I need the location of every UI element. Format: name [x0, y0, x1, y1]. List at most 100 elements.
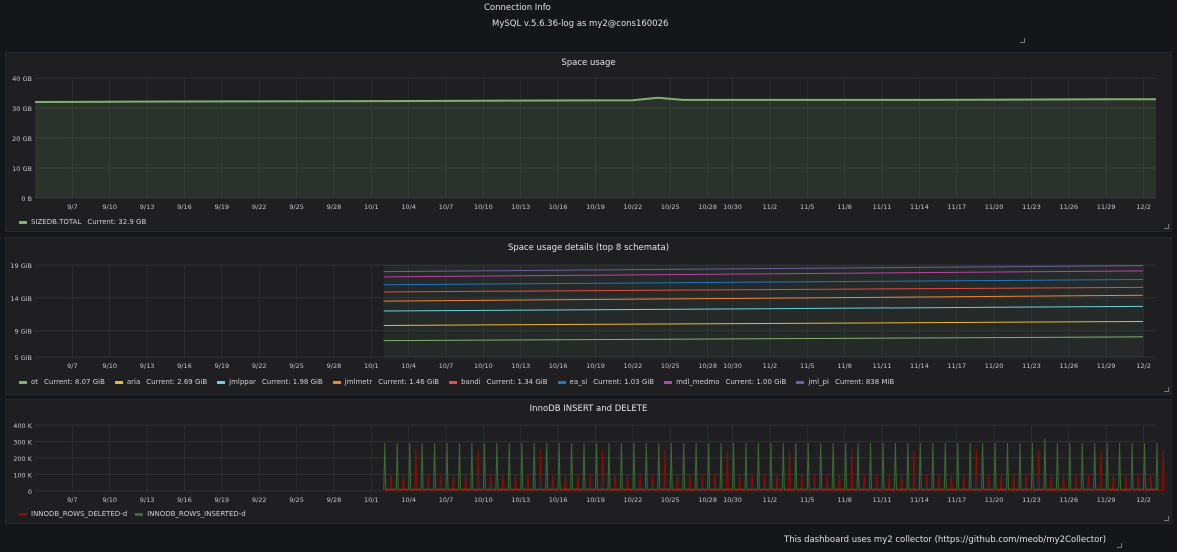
- y-tick-label: 300 K: [13, 439, 32, 447]
- legend-current-value: Current: 1.03 GiB: [593, 378, 655, 386]
- x-tick-label: 10/10: [474, 203, 493, 211]
- x-tick-label: 9/25: [289, 496, 304, 504]
- x-tick-label: 9/22: [252, 362, 267, 370]
- x-tick-label: 11/14: [910, 496, 929, 504]
- x-tick-label: 11/5: [800, 362, 815, 370]
- x-tick-label: 10/16: [549, 362, 568, 370]
- x-tick-label: 10/10: [474, 496, 493, 504]
- resize-handle[interactable]: [1164, 516, 1169, 521]
- x-tick-label: 9/7: [67, 362, 77, 370]
- innodb-chart: 0 100 K 200 K 300 K 400 K 9/7 9/10 9/13 9/16 9/19…: [13, 422, 1165, 504]
- legend-item[interactable]: mdl_medmo Current: 1.00 GiB: [664, 378, 786, 386]
- legend-series-name: jmlmetr: [344, 378, 373, 386]
- panel-title[interactable]: Space usage details (top 8 schemata): [507, 243, 670, 253]
- legend-series-name: bandi: [461, 378, 481, 386]
- x-tick-label: 10/16: [549, 203, 568, 211]
- legend-item[interactable]: INNODB_ROWS_INSERTED-d: [135, 510, 246, 518]
- legend-item[interactable]: jmlmetr Current: 1.46 GiB: [332, 378, 439, 386]
- x-tick-label: 11/29: [1097, 203, 1116, 211]
- x-tick-label: 11/2: [763, 203, 778, 211]
- legend-item[interactable]: INNODB_ROWS_DELETED-d: [19, 510, 127, 518]
- x-tick-label: 11/11: [873, 496, 892, 504]
- x-tick-label: 11/11: [873, 362, 892, 370]
- legend-series-name: ot: [31, 378, 39, 386]
- x-tick-label: 11/5: [800, 496, 815, 504]
- legend-current-value: Current: 2.69 GiB: [146, 378, 208, 386]
- x-tick-label: 9/22: [252, 496, 267, 504]
- x-tick-label: 10/7: [439, 496, 454, 504]
- panel-title[interactable]: InnoDB INSERT and DELETE: [529, 404, 648, 414]
- legend-series-name: INNODB_ROWS_DELETED-d: [31, 510, 128, 518]
- x-tick-label: 10/13: [511, 362, 530, 370]
- legend-item[interactable]: jml_pi Current: 838 MiB: [796, 378, 894, 386]
- x-tick-label: 9/16: [177, 203, 192, 211]
- legend-swatch: [796, 380, 805, 384]
- y-tick-label: 0: [28, 488, 32, 496]
- legend-current-value: Current: 1.34 GiB: [486, 378, 548, 386]
- space-details-panel: Space usage details (top 8 schemata) 5 G…: [5, 237, 1172, 395]
- x-tick-label: 11/8: [837, 362, 852, 370]
- x-tick-label: 9/19: [215, 203, 230, 211]
- x-tick-label: 10/28: [698, 496, 717, 504]
- legend-swatch: [664, 380, 673, 384]
- resize-handle[interactable]: [1020, 38, 1025, 43]
- x-tick-label: 10/4: [401, 496, 416, 504]
- x-tick-label: 9/28: [327, 496, 342, 504]
- y-tick-label: 30 GB: [12, 105, 32, 113]
- connection-info-value: MySQL v.5.6.36-log as my2@cons160026: [492, 19, 669, 29]
- series-area-sizedb-total: [35, 97, 1156, 198]
- legend-item[interactable]: jmlppar Current: 1.98 GiB: [217, 378, 323, 386]
- legend-series-name: jml_pi: [808, 378, 829, 386]
- innodb-legend: INNODB_ROWS_DELETED-d INNODB_ROWS_INSERTE…: [19, 510, 254, 518]
- space-usage-chart: 0 B 10 GB 20 GB 30 GB 40 GB 9/7 9/10 9/13 9/16 9/…: [12, 75, 1156, 211]
- legend-series-name: SIZEDB.TOTAL: [31, 218, 82, 226]
- x-tick-label: 10/13: [511, 203, 530, 211]
- x-tick-label: 11/2: [763, 362, 778, 370]
- legend-swatch: [19, 380, 27, 384]
- resize-handle[interactable]: [1164, 224, 1169, 229]
- x-tick-label: 11/23: [1022, 203, 1041, 211]
- legend-item[interactable]: ea_si Current: 1.03 GiB: [557, 378, 655, 386]
- legend-swatch: [114, 380, 123, 384]
- x-tick-label: 11/14: [910, 203, 929, 211]
- y-tick-label: 14 GiB: [10, 295, 32, 303]
- x-tick-label: 11/20: [985, 496, 1004, 504]
- x-tick-label: 10/19: [586, 362, 605, 370]
- x-tick-label: 10/22: [623, 362, 642, 370]
- y-tick-label: 19 GiB: [10, 262, 32, 270]
- space-usage-legend: SIZEDB.TOTAL Current: 32.9 GB: [19, 218, 156, 226]
- x-tick-label: 10/4: [401, 203, 416, 211]
- x-tick-label: 11/26: [1059, 203, 1078, 211]
- legend-current-value: Current: 1.00 GiB: [725, 378, 787, 386]
- y-tick-label: 40 GB: [12, 75, 32, 83]
- x-tick-label: 11/29: [1097, 496, 1116, 504]
- legend-item[interactable]: bandi Current: 1.34 GiB: [449, 378, 548, 386]
- x-tick-label: 10/19: [586, 203, 605, 211]
- x-tick-label: 10/30: [723, 496, 742, 504]
- y-tick-label: 200 K: [13, 455, 32, 463]
- x-tick-label: 10/1: [364, 203, 379, 211]
- resize-handle[interactable]: [1164, 387, 1169, 392]
- legend-swatch: [19, 220, 27, 224]
- legend-item[interactable]: ot Current: 8.07 GiB: [19, 378, 105, 386]
- legend-series-name: aria: [126, 378, 141, 386]
- legend-series-name: ea_si: [569, 378, 588, 386]
- x-tick-label: 9/13: [140, 362, 155, 370]
- x-tick-label: 12/2: [1136, 496, 1151, 504]
- legend-item[interactable]: SIZEDB.TOTAL Current: 32.9 GB: [19, 218, 146, 226]
- x-tick-label: 10/16: [549, 496, 568, 504]
- panel-title[interactable]: Space usage: [561, 58, 616, 68]
- series-line-mdl_medmo: [383, 270, 1144, 278]
- x-tick-label: 11/17: [947, 362, 966, 370]
- x-tick-label: 9/7: [67, 203, 77, 211]
- x-tick-label: 10/7: [439, 362, 454, 370]
- legend-swatch: [332, 380, 341, 384]
- resize-handle[interactable]: [1117, 543, 1122, 548]
- legend-swatch: [557, 380, 566, 384]
- legend-current-value: Current: 32.9 GB: [87, 218, 147, 226]
- footer-text: This dashboard uses my2 collector (https…: [784, 535, 1107, 545]
- connection-info-title: Connection Info: [484, 3, 551, 13]
- series-line-jmlmetr: [383, 294, 1144, 302]
- y-tick-label: 10 GB: [12, 165, 32, 173]
- legend-item[interactable]: aria Current: 2.69 GiB: [114, 378, 208, 386]
